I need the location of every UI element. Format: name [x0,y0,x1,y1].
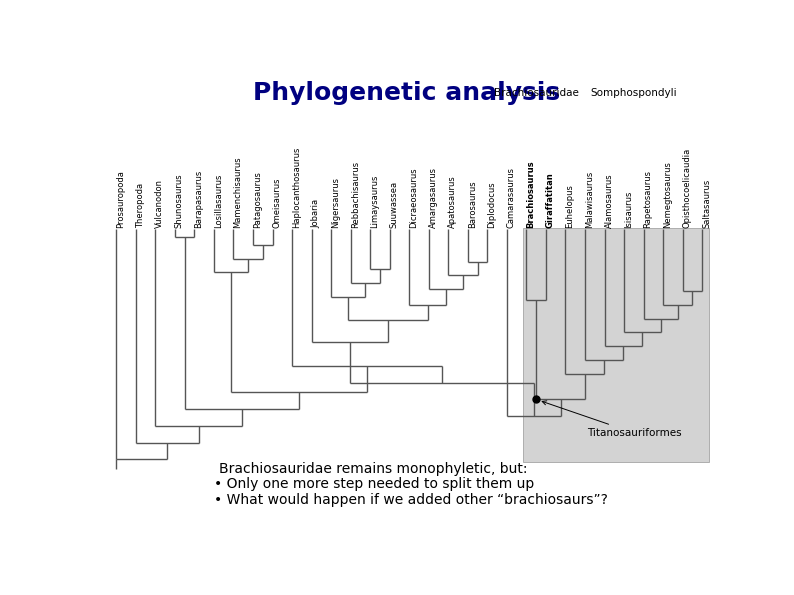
Text: Amargasaurus: Amargasaurus [429,167,437,228]
Bar [522,228,709,462]
Text: Brachiosaurus: Brachiosaurus [526,160,535,228]
Text: • What would happen if we added other “brachiosaurs”?: • What would happen if we added other “b… [214,493,608,506]
Text: Titanosauriformes: Titanosauriformes [542,401,681,438]
Text: Somphospondyli: Somphospondyli [591,88,677,98]
Text: Losillasaurus: Losillasaurus [214,173,223,228]
Text: Omeisaurus: Omeisaurus [272,177,282,228]
Text: Patagosaurus: Patagosaurus [253,171,262,228]
Text: Apatosaurus: Apatosaurus [449,175,457,228]
Text: Isisaurus: Isisaurus [624,190,633,228]
Text: Barosaurus: Barosaurus [468,180,477,228]
Text: Brachiosauridae remains monophyletic, but:: Brachiosauridae remains monophyletic, bu… [219,462,528,476]
Text: Nemegtosaurus: Nemegtosaurus [663,161,673,228]
Text: Euhelopus: Euhelopus [565,184,575,228]
Text: Haplocanthosaurus: Haplocanthosaurus [292,146,301,228]
Text: Barapasaurus: Barapasaurus [195,170,203,228]
Text: Saltasaurus: Saltasaurus [702,178,711,228]
Text: Theropoda: Theropoda [136,183,145,228]
Text: Suuwassea: Suuwassea [390,181,399,228]
Text: Phylogenetic analysis: Phylogenetic analysis [253,82,561,105]
Text: • Only one more step needed to split them up: • Only one more step needed to split the… [214,477,534,491]
Text: Brachiosauridae: Brachiosauridae [494,88,579,98]
Text: Opisthocoelicaudia: Opisthocoelicaudia [683,148,692,228]
Text: Alamosaurus: Alamosaurus [604,173,614,228]
Text: Mamenchisaurus: Mamenchisaurus [233,156,242,228]
Text: Malawisaurus: Malawisaurus [585,170,594,228]
Text: Diplodocus: Diplodocus [488,181,496,228]
Text: Dicraeosaurus: Dicraeosaurus [409,167,418,228]
Text: Rebbachisaurus: Rebbachisaurus [351,161,360,228]
Text: Prosauropoda: Prosauropoda [116,170,125,228]
Text: Limaysaurus: Limaysaurus [370,174,380,228]
Text: Camarasaurus: Camarasaurus [507,167,516,228]
Text: Shunosaurus: Shunosaurus [175,173,184,228]
Text: Vulcanodon: Vulcanodon [156,178,164,228]
Text: Rapetosaurus: Rapetosaurus [644,170,653,228]
Text: Nigersaurus: Nigersaurus [331,177,340,228]
Text: Giraffatitan: Giraffatitan [546,172,555,228]
Text: Jobaria: Jobaria [311,199,321,228]
